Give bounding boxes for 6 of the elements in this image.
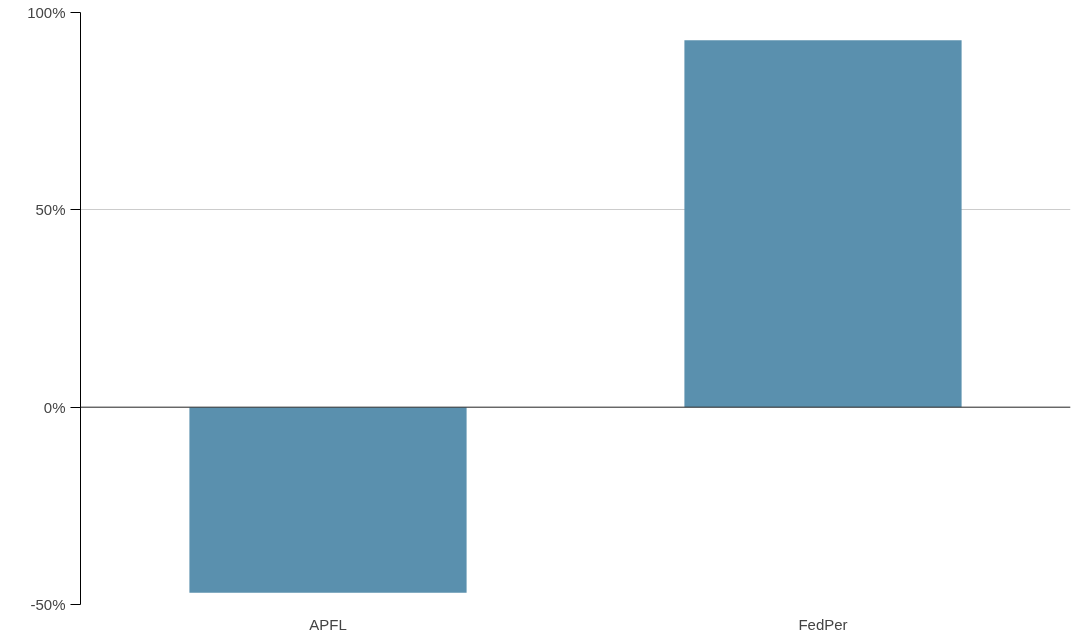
y-tick-label: 0%	[43, 398, 66, 416]
x-tick-label: FedPer	[798, 615, 848, 633]
y-tick-label: 50%	[35, 201, 66, 219]
x-tick-label: APFL	[309, 615, 347, 633]
y-tick-label: -50%	[30, 596, 66, 613]
y-tick-label: 100%	[27, 4, 66, 21]
